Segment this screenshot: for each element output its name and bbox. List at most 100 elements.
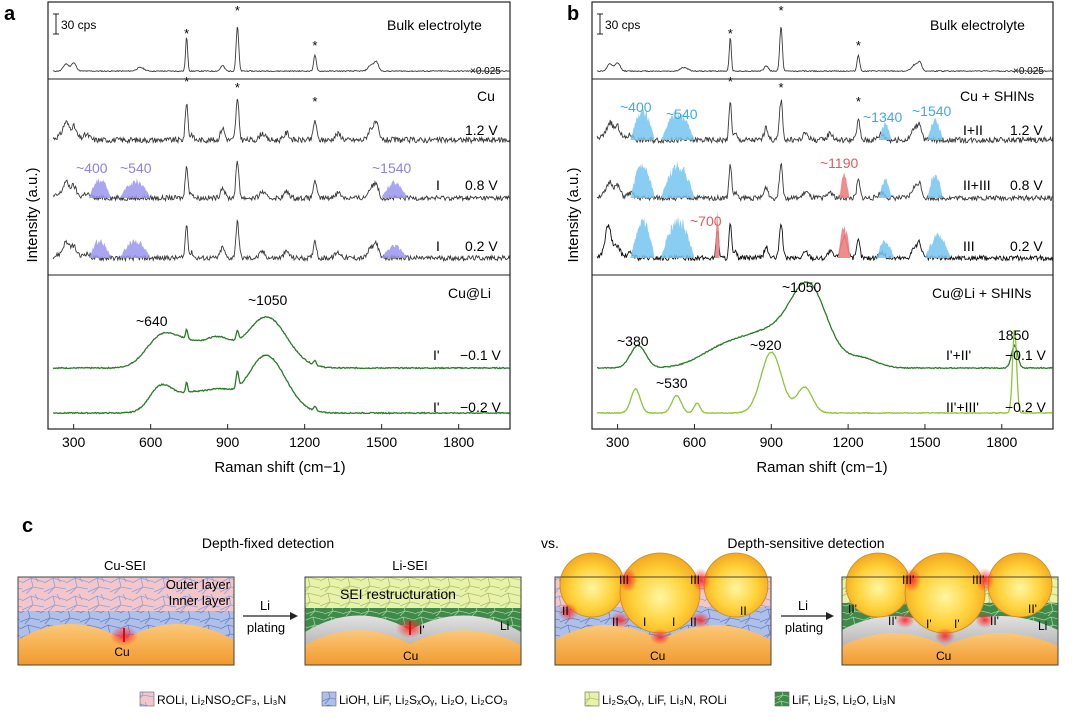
annot-b-530: ~530 <box>656 375 688 391</box>
cu-star-b-2: * <box>856 94 861 109</box>
x-tick-label-a-3: 1200 <box>289 434 320 450</box>
annot-b-400: ~400 <box>620 99 652 115</box>
fill-red-b-1 <box>837 225 851 258</box>
x-tick-label-b-3: 1200 <box>833 434 864 450</box>
box4-Ip-2: I' <box>954 617 960 631</box>
box3-II-2: II <box>612 615 619 629</box>
box4-IIp-2: II' <box>888 614 897 628</box>
scale-bar-label-b: 30 cps <box>605 18 640 32</box>
voltage-a-4: −0.1 V <box>460 347 502 363</box>
box4-li: Li <box>1038 619 1047 633</box>
trace-a-2 <box>52 218 511 263</box>
x-tick-label-b-4: 1500 <box>909 434 940 450</box>
bulk-star-a-1: * <box>235 3 240 18</box>
culi-trace-b-1 <box>596 281 1054 370</box>
legend-swatch-3 <box>584 691 600 707</box>
cu-title-a: Cu <box>477 88 495 104</box>
cu-star-a-2: * <box>312 94 317 109</box>
legend-swatch-4 <box>774 691 790 707</box>
x-axis-title-b: Raman shift (cm−1) <box>756 459 887 476</box>
cu-star-a-0: * <box>184 74 189 89</box>
voltage-b-5: −0.2 V <box>1005 399 1047 415</box>
box4-cu: Cu <box>936 649 951 663</box>
trace-a-1 <box>52 160 511 203</box>
schematic-box-1: Cu-SEI Cu Outer layer Inner layer <box>17 558 235 666</box>
region-a-3: I <box>436 238 440 254</box>
trace-b-1 <box>596 162 1053 203</box>
annot-a-400: ~400 <box>76 160 108 176</box>
box3-II-3: II <box>690 615 697 629</box>
box2-li: Li <box>500 619 509 633</box>
fill-blue-b-3 <box>927 117 943 140</box>
voltage-b-2: 0.8 V <box>1010 177 1043 193</box>
box3-cu: Cu <box>650 649 665 663</box>
box3-III-1: III <box>619 573 629 587</box>
arrow1-head <box>290 612 298 620</box>
voltage-a-3: 0.2 V <box>465 238 498 254</box>
x-tick-label-b-1: 600 <box>683 434 707 450</box>
voltage-b-3: 0.2 V <box>1010 238 1043 254</box>
annot-b-1340: ~1340 <box>863 109 903 125</box>
arrow1-plating: plating <box>247 620 285 635</box>
panel-a-traces: * * * * * * <box>52 3 511 415</box>
fill-red-b-0 <box>839 173 850 198</box>
bulk-trace-b <box>597 26 1053 73</box>
fill-blue-b-10 <box>876 239 894 258</box>
fill-blue-b-7 <box>927 174 943 198</box>
region-a-5: I' <box>433 399 440 415</box>
annot-b-540: ~540 <box>666 106 698 122</box>
panel-a-frame <box>47 1 511 430</box>
arrow1-li: Li <box>260 598 270 613</box>
fill-blue-b-11 <box>924 232 951 258</box>
fill-blue-b-6 <box>878 178 892 198</box>
panel-label-a: a <box>4 3 16 25</box>
panel-b-chart: 30 cps Bulk electrolyte ×0.025 Cu + SHIN… <box>565 1 1054 476</box>
box2-cu: Cu <box>403 649 418 663</box>
culi-trace-a-2 <box>52 354 511 415</box>
annot-b-700: ~700 <box>690 213 722 229</box>
annot-b-920: ~920 <box>750 337 782 353</box>
fill-band-a-5 <box>381 244 408 258</box>
trace-b-2 <box>596 222 1054 263</box>
cu-star-b-1: * <box>778 80 783 95</box>
fill-blue-b-8 <box>630 216 655 258</box>
x-axis-title-a: Raman shift (cm−1) <box>214 459 345 476</box>
legend-text-3: Li₂SₓOᵧ, LiF, Li₃N, ROLi <box>602 693 727 707</box>
arrow2-li: Li <box>798 598 808 613</box>
box4-IIIp-1: III' <box>902 573 914 587</box>
x-tick-label-b-5: 1800 <box>986 434 1017 450</box>
annot-a-540: ~540 <box>120 160 152 176</box>
box3-II-4: II <box>740 604 747 618</box>
region-a-2: I <box>436 177 440 193</box>
bulk-title-a: Bulk electrolyte <box>387 17 482 33</box>
fill-band-a-2 <box>381 180 408 198</box>
x-tick-label-a-1: 600 <box>139 434 163 450</box>
region-b-5: II'+III' <box>946 399 979 415</box>
y-axis-title-b: Intensity (a.u.) <box>565 167 582 262</box>
region-b-1: I+II <box>963 122 983 138</box>
annot-a-640: ~640 <box>136 313 168 329</box>
voltage-a-2: 0.8 V <box>465 177 498 193</box>
panel-b-frame <box>591 1 1054 430</box>
restructuration-label: SEI restructuration <box>340 586 456 602</box>
legend: ROLi, Li₂NSO₂CF₃, Li₃N LiOH, LiF, Li₂SₓO… <box>139 691 896 707</box>
x-tick-label-a-5: 1800 <box>443 434 474 450</box>
x-tick-label-a-2: 900 <box>216 434 240 450</box>
arrow2-head <box>826 612 834 620</box>
legend-text-1: ROLi, Li₂NSO₂CF₃, Li₃N <box>157 693 286 707</box>
culi-title-a: Cu@Li <box>448 285 491 301</box>
fill-blue-b-0 <box>630 107 655 140</box>
fill-blue-b-2 <box>878 122 892 140</box>
panel-label-c: c <box>22 515 33 537</box>
box3-I-2: I <box>672 615 675 629</box>
fill-red-b-2 <box>714 210 720 258</box>
voltage-b-4: −0.1 V <box>1005 347 1047 363</box>
trace-b-0 <box>596 99 1054 145</box>
box2-Ip: I' <box>419 623 425 637</box>
voltage-a-1: 1.2 V <box>465 122 498 138</box>
annot-b-1050: ~1050 <box>782 279 822 295</box>
outer-layer-label: Outer layer <box>166 577 231 592</box>
panel-b-ticks: 300 600 900 1200 1500 1800 <box>606 424 1018 450</box>
fill-blue-b-5 <box>661 160 695 198</box>
